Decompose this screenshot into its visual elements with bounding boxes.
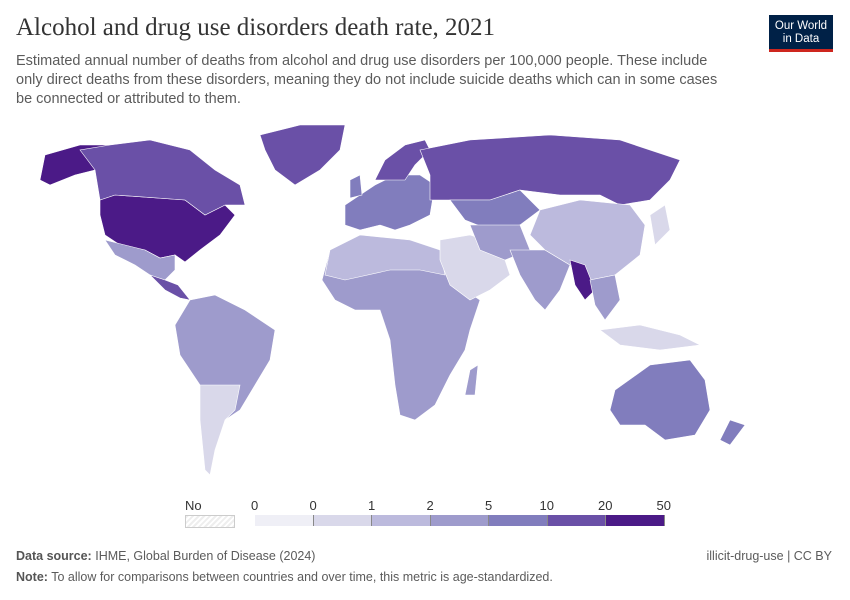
note-text: To allow for comparisons between countri… [51,570,553,584]
region-greenland[interactable] [259,124,346,186]
no-data-swatch [185,515,235,528]
region-southeast-asia[interactable] [589,274,621,321]
chart-title: Alcohol and drug use disorders death rat… [16,14,496,41]
legend-bin-3[interactable] [430,515,489,526]
region-new-zealand[interactable] [719,419,746,446]
legend-bin-6[interactable] [606,515,665,526]
legend-tick: 2 [426,498,434,513]
legend-bin-0[interactable] [255,515,314,526]
legend-tick: 0 [251,498,259,513]
region-indonesia[interactable] [599,324,702,351]
chart-subtitle: Estimated annual number of deaths from a… [16,53,718,107]
region-europe[interactable] [344,174,436,231]
region-japan[interactable] [649,204,671,246]
legend-tick: 5 [485,498,493,513]
legend-tick: 20 [598,498,613,513]
legend-bin-4[interactable] [489,515,548,526]
data-source: Data source: IHME, Global Burden of Dise… [16,549,315,563]
source-label: Data source: [16,549,92,563]
owid-logo[interactable]: Our World in Data [769,15,833,52]
region-scandinavia[interactable] [374,139,431,181]
region-argentina-chile[interactable] [199,384,241,476]
note: Note: To allow for comparisons between c… [16,570,553,584]
region-australia[interactable] [609,359,711,441]
region-united-kingdom[interactable] [349,174,363,199]
license[interactable]: illicit-drug-use | CC BY [706,549,832,563]
region-mexico[interactable] [104,239,176,281]
legend-tick: 0 [309,498,317,513]
region-central-america[interactable] [149,274,191,301]
source-text[interactable]: IHME, Global Burden of Disease (2024) [95,549,316,563]
region-russia[interactable] [419,134,681,206]
legend-tick: 10 [539,498,554,513]
region-madagascar[interactable] [464,364,479,396]
region-central-asia[interactable] [449,189,541,231]
legend-bin-2[interactable] [372,515,431,526]
legend-tick: 50 [656,498,671,513]
world-map[interactable] [0,110,850,490]
region-myanmar[interactable] [569,259,596,301]
legend-bin-1[interactable] [313,515,372,526]
note-label: Note: [16,570,48,584]
legend-bin-5[interactable] [547,515,606,526]
region-north-africa[interactable] [324,234,446,281]
legend-tick: 1 [368,498,376,513]
region-canada[interactable] [79,139,246,216]
